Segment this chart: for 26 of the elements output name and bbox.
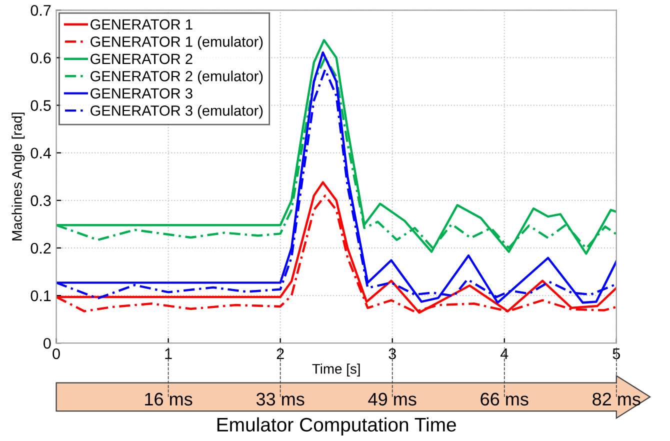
x2-tick-label: 16 ms: [145, 392, 192, 406]
x2-tick-label: 82 ms: [592, 392, 640, 406]
x2-axis-title: Emulator Computation Time: [217, 417, 456, 436]
legend-label: GENERATOR 3 (emulator): [90, 105, 263, 119]
x-tick-label: 0: [52, 348, 60, 360]
y-tick-label: 0: [44, 338, 51, 349]
x2-tick-label: 33 ms: [256, 392, 304, 406]
legend-label: GENERATOR 1 (emulator): [90, 36, 263, 50]
legend-label: GENERATOR 3: [90, 88, 192, 99]
y-tick-label: 0.2: [30, 242, 51, 254]
x2-tick-label: 66 ms: [480, 392, 528, 406]
x-tick-label: 5: [612, 348, 620, 360]
y-axis-title: Machines Angle [rad]: [12, 112, 25, 240]
x-axis-title: Time [s]: [312, 364, 360, 377]
y-tick-label: 0.6: [30, 52, 51, 64]
x2-tick-label: 49 ms: [368, 392, 416, 406]
y-tick-label: 0.7: [30, 5, 51, 16]
y-tick-label: 0.3: [30, 195, 51, 206]
legend-label: GENERATOR 2 (emulator): [90, 70, 263, 84]
x-tick-label: 2: [276, 348, 284, 360]
x-tick-label: 3: [388, 348, 396, 360]
y-tick-label: 0.5: [30, 100, 51, 111]
legend-label: GENERATOR 2: [90, 54, 192, 64]
y-tick-label: 0.4: [30, 148, 51, 159]
legend-label: GENERATOR 1: [90, 19, 192, 30]
y-tick-label: 0.1: [30, 290, 51, 302]
